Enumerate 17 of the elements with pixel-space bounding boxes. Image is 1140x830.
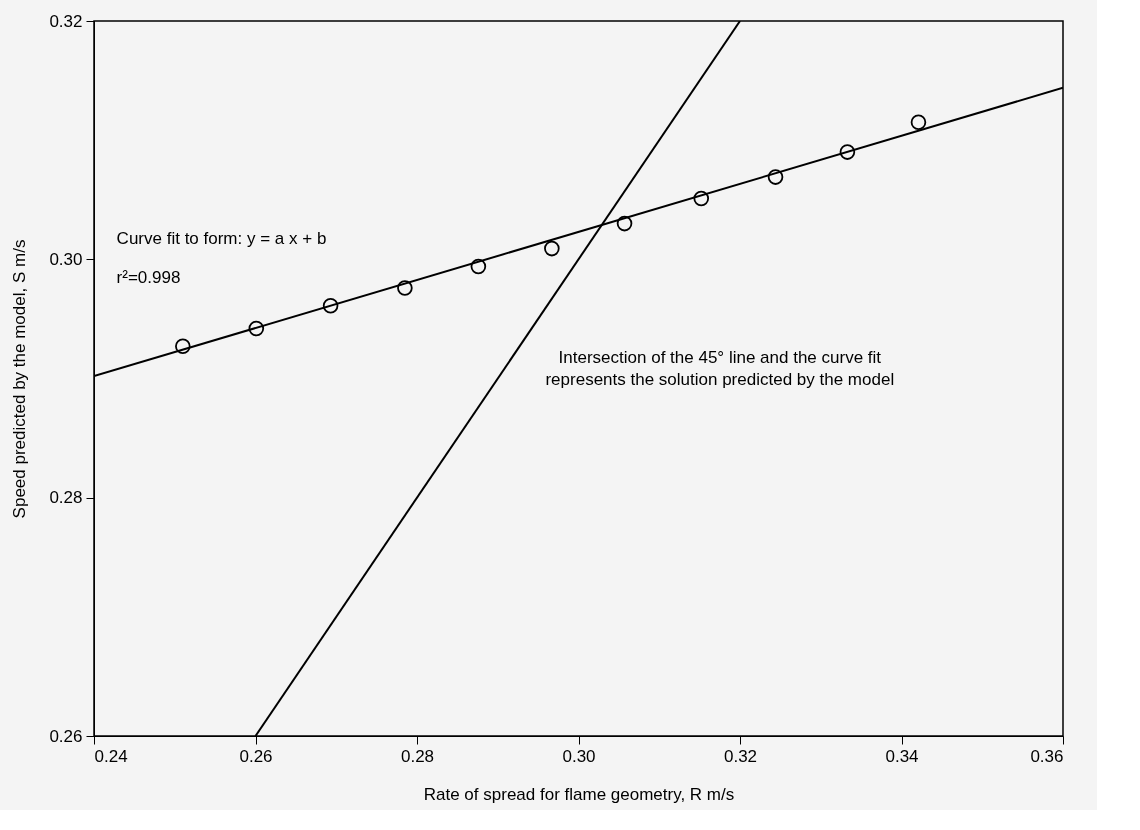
annotation: represents the solution predicted by the model <box>545 369 895 389</box>
y-tick-label: 0.30 <box>49 249 83 269</box>
x-tick-label: 0.36 <box>1030 746 1064 766</box>
x-axis-title: Rate of spread for flame geometry, R m/s <box>423 784 735 804</box>
y-tick-label: 0.26 <box>49 726 83 746</box>
y-axis-title: Speed predicted by the model, S m/s <box>10 239 30 519</box>
annotation: r²=0.998 <box>116 268 181 288</box>
annotation: Curve fit to form: y = a x + b <box>116 229 327 249</box>
x-tick-label: 0.32 <box>723 746 758 766</box>
y-tick-label: 0.28 <box>49 488 83 508</box>
x-tick-label: 0.28 <box>400 746 435 766</box>
x-tick-label: 0.30 <box>562 746 596 766</box>
x-tick-label: 0.24 <box>94 746 128 766</box>
x-tick-label: 0.34 <box>885 746 919 766</box>
annotation: Intersection of the 45° line and the curve fit <box>558 348 882 368</box>
y-tick-label: 0.32 <box>49 11 83 31</box>
x-tick-label: 0.26 <box>239 746 273 766</box>
